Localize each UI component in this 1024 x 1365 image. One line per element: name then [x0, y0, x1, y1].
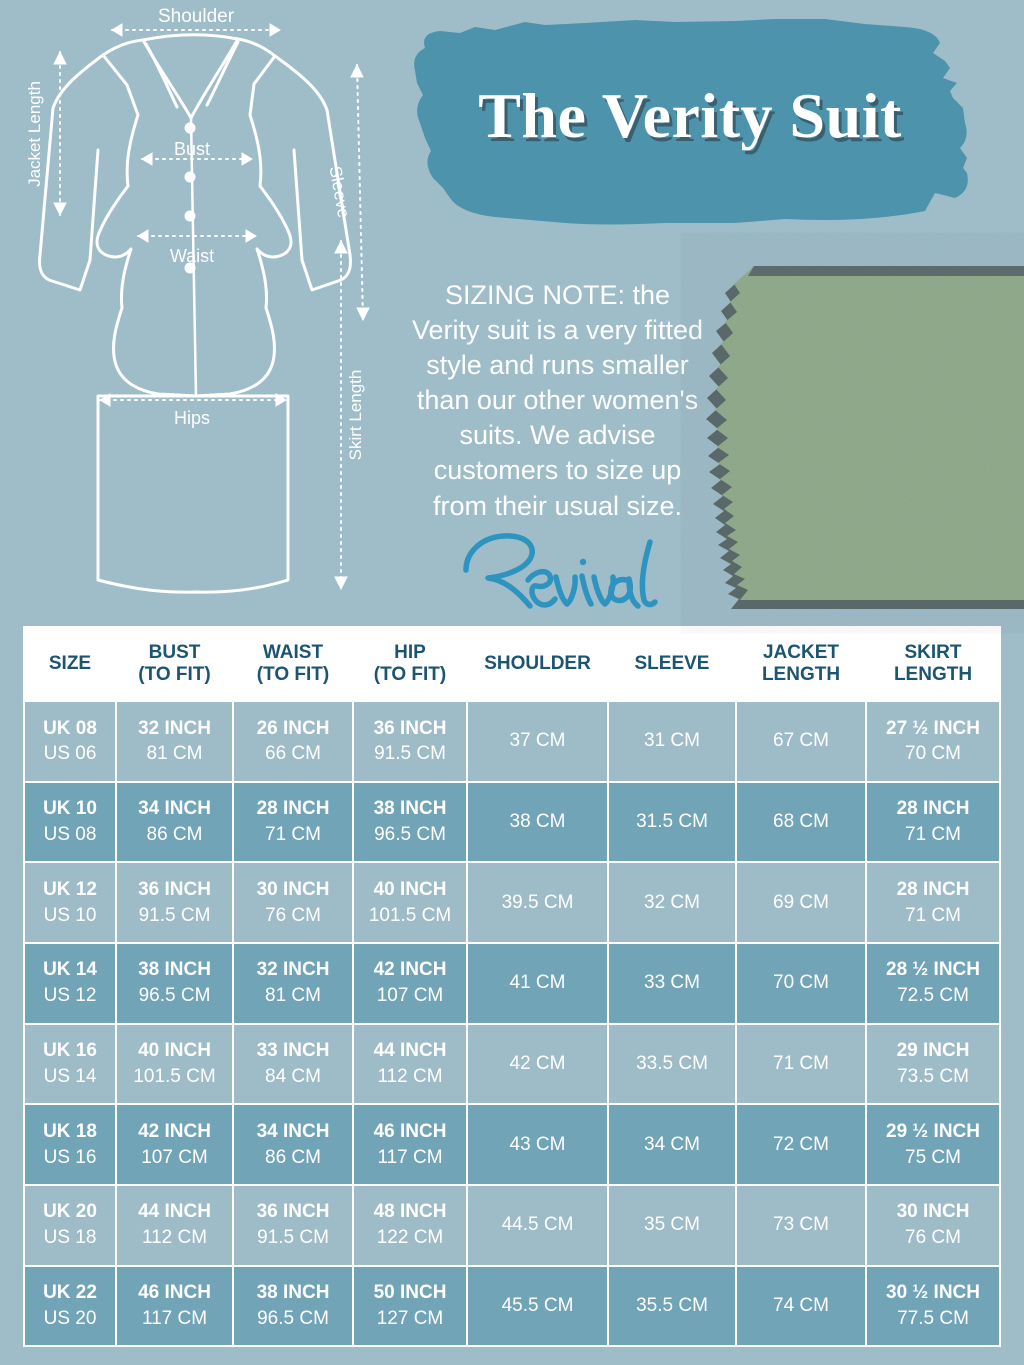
svg-text:Sleeve: Sleeve: [326, 165, 354, 219]
svg-text:Shoulder: Shoulder: [158, 6, 235, 27]
svg-text:Jacket Length: Jacket Length: [25, 81, 44, 187]
svg-text:Bust: Bust: [174, 139, 210, 159]
svg-text:Hips: Hips: [174, 408, 210, 428]
svg-text:Skirt Length: Skirt Length: [346, 370, 365, 461]
svg-text:Waist: Waist: [170, 246, 214, 266]
